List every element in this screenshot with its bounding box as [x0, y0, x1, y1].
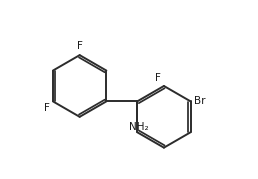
Text: Br: Br — [194, 96, 206, 105]
Text: F: F — [44, 103, 50, 113]
Text: F: F — [155, 73, 161, 83]
Text: NH₂: NH₂ — [129, 122, 149, 132]
Text: F: F — [77, 41, 83, 51]
